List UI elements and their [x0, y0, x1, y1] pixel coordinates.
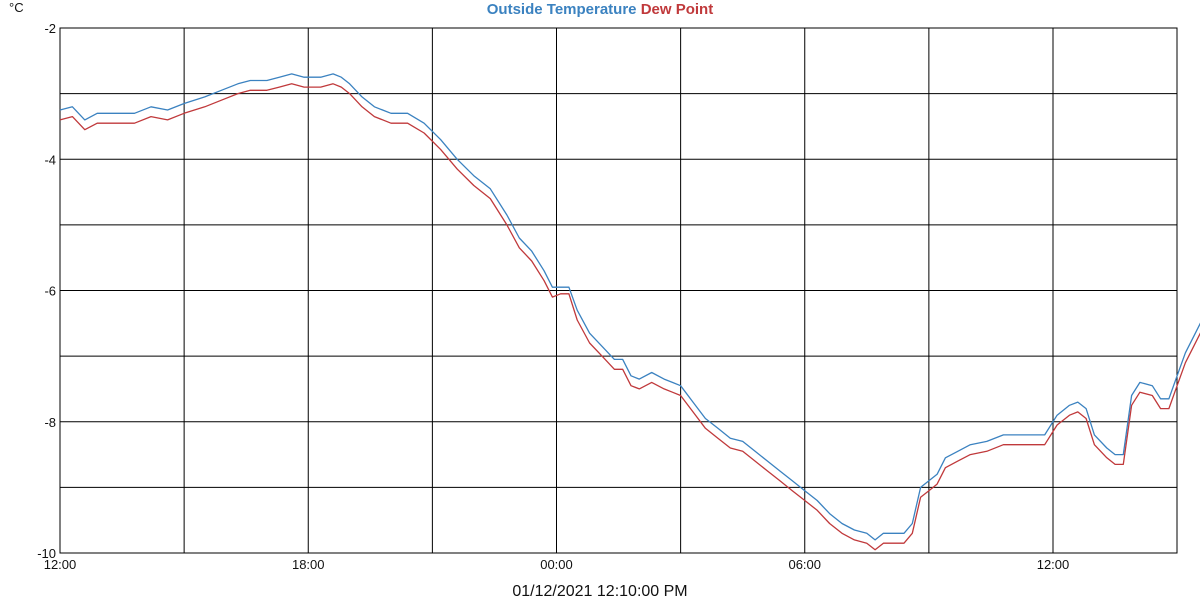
x-tick-label: 06:00 — [788, 557, 821, 572]
title-outside-temperature: Outside Temperature — [486, 1, 637, 18]
y-unit-label: °C — [9, 0, 24, 15]
y-tick-label: -4 — [44, 152, 56, 167]
y-tick-label: -6 — [44, 284, 56, 299]
series-line-outside-temperature — [59, 73, 1200, 541]
y-tick-label: -8 — [44, 415, 56, 430]
title-dew-point: Dew Point — [640, 1, 714, 18]
x-tick-label: 18:00 — [292, 557, 325, 572]
timestamp-label: 01/12/2021 12:10:00 PM — [512, 583, 688, 600]
x-tick-label: 00:00 — [540, 557, 573, 572]
chart-title: Outside Temperature Dew Point — [0, 1, 1200, 18]
y-tick-label: -2 — [44, 21, 56, 36]
x-tick-label: 12:00 — [1037, 557, 1070, 572]
series-line-dew-point — [59, 83, 1200, 551]
y-tick-label: -10 — [37, 546, 56, 561]
x-tick-label: 12:00 — [44, 557, 77, 572]
